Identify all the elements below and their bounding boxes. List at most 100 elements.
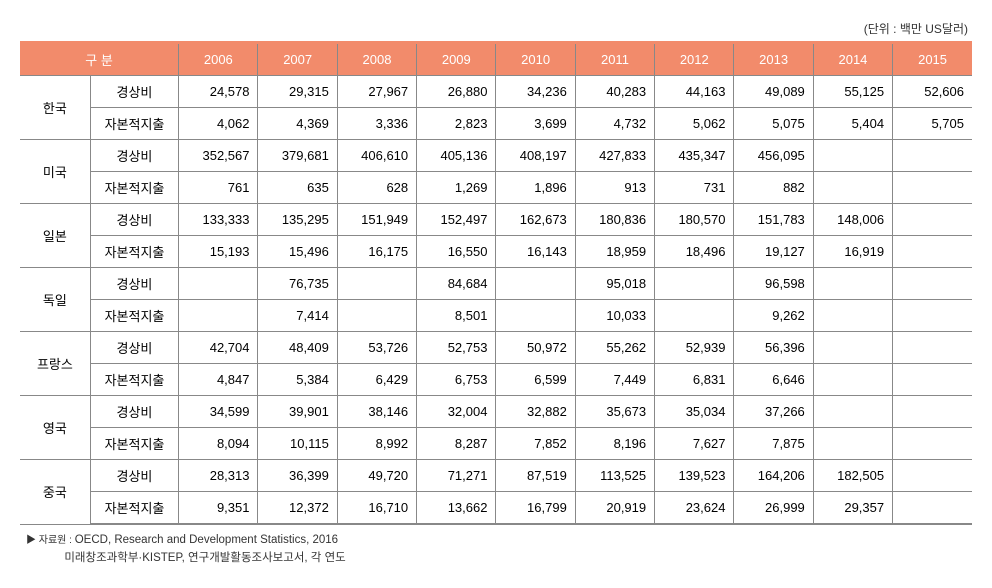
- value-cell: 761: [179, 172, 258, 204]
- value-cell: 50,972: [496, 332, 575, 364]
- value-cell: 52,939: [655, 332, 734, 364]
- value-cell: 5,075: [734, 108, 813, 140]
- header-row: 구 분 2006 2007 2008 2009 2010 2011 2012 2…: [20, 43, 972, 76]
- value-cell: 12,372: [258, 492, 337, 525]
- value-cell: 5,062: [655, 108, 734, 140]
- row-type-cell: 경상비: [90, 204, 178, 236]
- value-cell: 180,836: [575, 204, 654, 236]
- value-cell: [893, 236, 972, 268]
- value-cell: 55,262: [575, 332, 654, 364]
- source-line1: OECD, Research and Development Statistic…: [75, 534, 338, 546]
- row-type-cell: 자본적지출: [90, 108, 178, 140]
- country-cell: 미국: [20, 140, 90, 204]
- value-cell: [893, 172, 972, 204]
- value-cell: [893, 204, 972, 236]
- row-type-cell: 자본적지출: [90, 364, 178, 396]
- value-cell: 139,523: [655, 460, 734, 492]
- value-cell: 379,681: [258, 140, 337, 172]
- table-row: 중국경상비28,31336,39949,72071,27187,519113,5…: [20, 460, 972, 492]
- value-cell: 10,033: [575, 300, 654, 332]
- value-cell: 35,673: [575, 396, 654, 428]
- row-type-cell: 자본적지출: [90, 428, 178, 460]
- row-type-cell: 자본적지출: [90, 172, 178, 204]
- value-cell: 1,896: [496, 172, 575, 204]
- row-type-cell: 경상비: [90, 140, 178, 172]
- table-row: 자본적지출8,09410,1158,9928,2877,8528,1967,62…: [20, 428, 972, 460]
- value-cell: 427,833: [575, 140, 654, 172]
- value-cell: 71,271: [417, 460, 496, 492]
- value-cell: [337, 300, 416, 332]
- value-cell: 8,196: [575, 428, 654, 460]
- value-cell: 5,384: [258, 364, 337, 396]
- value-cell: 19,127: [734, 236, 813, 268]
- value-cell: 164,206: [734, 460, 813, 492]
- header-year: 2014: [813, 43, 892, 76]
- value-cell: [655, 268, 734, 300]
- value-cell: 148,006: [813, 204, 892, 236]
- value-cell: 1,269: [417, 172, 496, 204]
- triangle-icon: ▶ 자료원 :: [26, 535, 75, 546]
- value-cell: [893, 332, 972, 364]
- value-cell: 628: [337, 172, 416, 204]
- value-cell: 39,901: [258, 396, 337, 428]
- value-cell: 76,735: [258, 268, 337, 300]
- value-cell: 40,283: [575, 76, 654, 108]
- table-row: 미국경상비352,567379,681406,610405,136408,197…: [20, 140, 972, 172]
- header-year: 2015: [893, 43, 972, 76]
- value-cell: 16,919: [813, 236, 892, 268]
- value-cell: 408,197: [496, 140, 575, 172]
- value-cell: 4,847: [179, 364, 258, 396]
- table-row: 자본적지출15,19315,49616,17516,55016,14318,95…: [20, 236, 972, 268]
- source-note: ▶ 자료원 : OECD, Research and Development S…: [20, 531, 972, 568]
- value-cell: 18,959: [575, 236, 654, 268]
- value-cell: 23,624: [655, 492, 734, 525]
- row-type-cell: 자본적지출: [90, 300, 178, 332]
- value-cell: 32,004: [417, 396, 496, 428]
- value-cell: 7,414: [258, 300, 337, 332]
- value-cell: 6,753: [417, 364, 496, 396]
- value-cell: 20,919: [575, 492, 654, 525]
- country-cell: 한국: [20, 76, 90, 140]
- value-cell: 731: [655, 172, 734, 204]
- value-cell: 16,799: [496, 492, 575, 525]
- value-cell: 4,369: [258, 108, 337, 140]
- value-cell: 38,146: [337, 396, 416, 428]
- row-type-cell: 경상비: [90, 396, 178, 428]
- value-cell: 34,236: [496, 76, 575, 108]
- value-cell: 27,967: [337, 76, 416, 108]
- value-cell: 151,949: [337, 204, 416, 236]
- value-cell: 7,449: [575, 364, 654, 396]
- value-cell: 5,705: [893, 108, 972, 140]
- value-cell: 13,662: [417, 492, 496, 525]
- value-cell: 87,519: [496, 460, 575, 492]
- unit-label: (단위 : 백만 US달러): [20, 20, 972, 37]
- value-cell: 7,852: [496, 428, 575, 460]
- value-cell: 34,599: [179, 396, 258, 428]
- value-cell: 5,404: [813, 108, 892, 140]
- value-cell: [813, 396, 892, 428]
- value-cell: 162,673: [496, 204, 575, 236]
- row-type-cell: 경상비: [90, 268, 178, 300]
- header-year: 2011: [575, 43, 654, 76]
- value-cell: [813, 364, 892, 396]
- value-cell: [813, 300, 892, 332]
- value-cell: [893, 268, 972, 300]
- value-cell: [893, 300, 972, 332]
- value-cell: 3,336: [337, 108, 416, 140]
- header-year: 2010: [496, 43, 575, 76]
- value-cell: 52,606: [893, 76, 972, 108]
- table-row: 자본적지출4,0624,3693,3362,8233,6994,7325,062…: [20, 108, 972, 140]
- value-cell: 405,136: [417, 140, 496, 172]
- value-cell: 8,992: [337, 428, 416, 460]
- value-cell: 3,699: [496, 108, 575, 140]
- value-cell: 456,095: [734, 140, 813, 172]
- value-cell: 180,570: [655, 204, 734, 236]
- value-cell: 7,627: [655, 428, 734, 460]
- value-cell: 48,409: [258, 332, 337, 364]
- value-cell: 8,094: [179, 428, 258, 460]
- value-cell: [893, 428, 972, 460]
- value-cell: 28,313: [179, 460, 258, 492]
- value-cell: 52,753: [417, 332, 496, 364]
- value-cell: [337, 268, 416, 300]
- value-cell: 913: [575, 172, 654, 204]
